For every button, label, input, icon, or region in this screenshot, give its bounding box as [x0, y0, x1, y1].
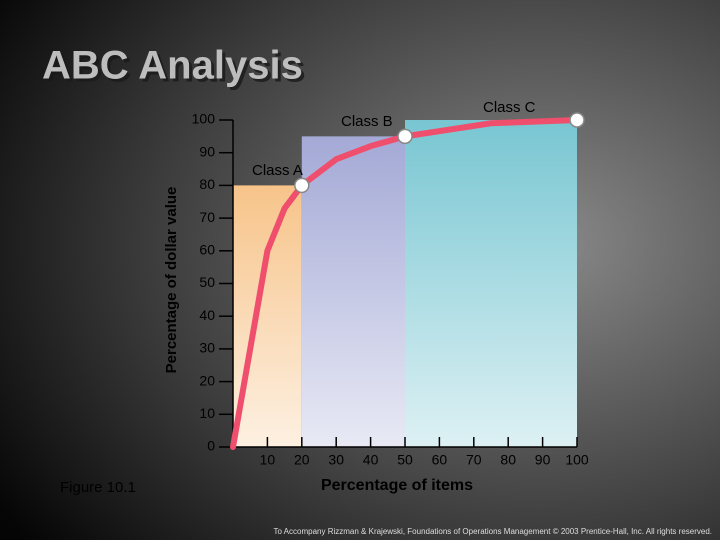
x-tick-label: 70	[466, 452, 482, 468]
title: ABC Analysis	[42, 44, 303, 88]
x-tick-label: 90	[535, 452, 551, 468]
y-tick-label: 20	[199, 372, 215, 388]
region-fade	[233, 185, 302, 447]
y-tick-label: 0	[207, 438, 215, 454]
x-tick-label: 10	[260, 452, 276, 468]
footer: To Accompany Rizzman & Krajewski, Founda…	[273, 527, 712, 536]
y-tick-label: 70	[199, 209, 215, 225]
x-tick-label: 40	[363, 452, 379, 468]
class-label: Class C	[483, 99, 536, 116]
title-shadow: ABC Analysis	[45, 47, 306, 91]
y-tick-label: 90	[199, 143, 215, 159]
boundary-dot	[397, 128, 413, 145]
y-tick-label: 60	[199, 242, 215, 258]
x-axis-label: Percentage of items	[321, 477, 473, 494]
class-label: Class A	[252, 162, 303, 179]
x-tick-label: 30	[328, 452, 344, 468]
y-tick-label: 100	[192, 111, 216, 127]
y-tick-label: 10	[199, 405, 215, 421]
x-tick-label: 80	[500, 452, 516, 468]
boundary-dot	[569, 112, 585, 128]
x-tick-label: 20	[294, 452, 310, 468]
y-tick-label: 50	[199, 274, 215, 290]
x-tick-label: 60	[432, 452, 448, 468]
x-tick-label: 100	[565, 452, 589, 468]
y-axis-label: Percentage of dollar value	[163, 187, 180, 374]
region-fade	[405, 120, 577, 447]
y-tick-label: 30	[199, 340, 215, 356]
y-tick-label: 80	[199, 176, 215, 192]
region-fade	[301, 136, 405, 447]
figure-label: Figure 10.1	[60, 479, 136, 496]
y-tick-label: 40	[199, 307, 215, 323]
class-label: Class B	[341, 113, 393, 130]
boundary-dot	[294, 177, 310, 194]
abc-curve	[230, 117, 580, 450]
x-tick-label: 50	[397, 452, 413, 468]
